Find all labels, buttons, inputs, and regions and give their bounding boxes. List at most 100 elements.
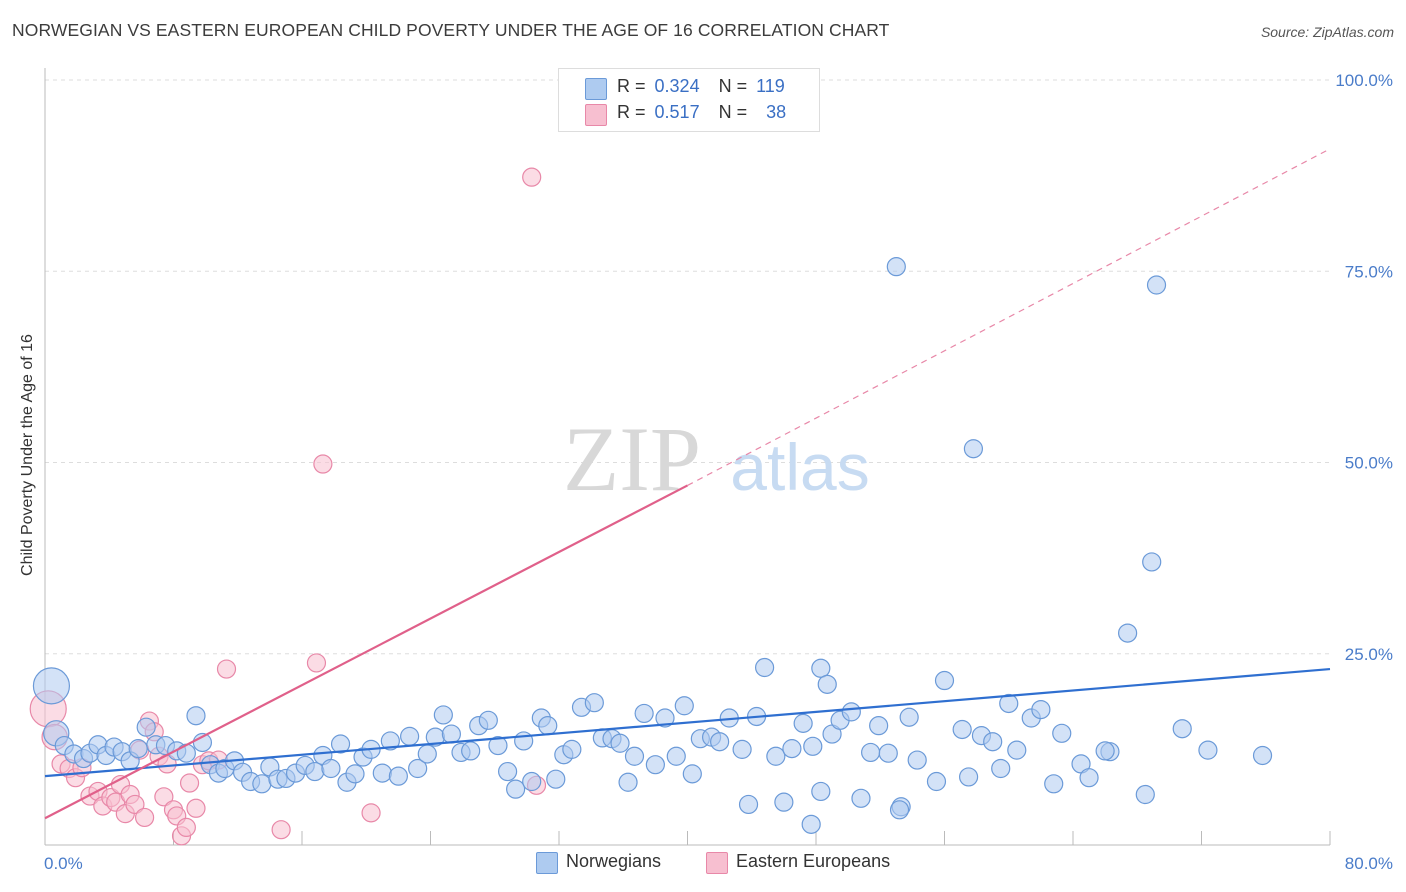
eastern-europeans-point [313, 454, 333, 474]
gridlines [45, 79, 1330, 655]
norwegians-point [618, 772, 638, 792]
y-tick-label: 25.0% [1345, 645, 1393, 664]
norwegians-point [1146, 275, 1167, 295]
norwegians-point [478, 710, 498, 730]
norwegians-point [345, 764, 365, 784]
norwegians-point [811, 781, 831, 802]
eastern-europeans-point [361, 803, 381, 823]
legend-n-value: 119 [756, 76, 785, 96]
norwegians-point [732, 739, 752, 759]
norwegians-point [372, 763, 392, 783]
norwegians-point [136, 717, 156, 737]
norwegians-point [886, 257, 906, 277]
norwegians-point [869, 716, 889, 736]
legend-r-value: 0.324 [654, 76, 700, 96]
norwegians-point [952, 719, 972, 740]
norwegians-point [546, 769, 566, 789]
chart-title: NORWEGIAN VS EASTERN EUROPEAN CHILD POVE… [12, 20, 890, 40]
legend-n-label: N = [718, 102, 748, 122]
norwegians-point [889, 800, 910, 820]
norwegians-point [330, 734, 351, 754]
norwegians-point [991, 758, 1011, 779]
eastern-europeans-point [134, 807, 155, 828]
norwegians-point [506, 779, 526, 799]
eastern-europeans-point [176, 817, 196, 838]
norwegians-point [562, 739, 582, 759]
norwegians-point [666, 746, 686, 766]
watermark-zip: ZIP [563, 408, 701, 510]
norwegians-point [958, 767, 979, 787]
legend-swatch-pink [585, 104, 607, 126]
norwegians-point [926, 771, 947, 792]
eastern-europeans-point [216, 659, 237, 679]
norwegians-point [738, 794, 759, 815]
norwegians-point [682, 764, 702, 784]
norwegians-point [176, 743, 196, 763]
norwegians-point [841, 702, 861, 722]
legend-swatch-blue [585, 78, 607, 100]
eastern-europeans-point [306, 653, 327, 673]
trend-lines [44, 148, 1331, 820]
legend-n-value: 38 [766, 102, 787, 122]
norwegians-point [610, 733, 630, 753]
eastern-europeans-point [179, 773, 200, 793]
norwegians-point [1095, 741, 1115, 761]
norwegians-point [461, 741, 481, 761]
norwegians-point [1172, 719, 1192, 739]
norwegians-point [32, 667, 71, 705]
norwegians-point [907, 750, 927, 770]
norwegians-point [999, 693, 1019, 714]
norwegians-point [584, 693, 604, 713]
norwegians-point [782, 739, 802, 759]
norwegians-point [1052, 723, 1072, 743]
legend-swatch-blue [536, 852, 558, 874]
norwegians-point [801, 814, 821, 834]
stats-legend: R = 0.324 N = 119 R = 0.517 N = 38 [558, 68, 820, 132]
norwegians-point [674, 696, 694, 716]
legend-label-norwegians: Norwegians [566, 851, 662, 871]
norwegians-point [498, 761, 518, 782]
norwegians-point [522, 771, 542, 792]
norwegians-point [538, 716, 558, 736]
norwegians-point [817, 674, 837, 694]
norwegians-point [634, 703, 654, 724]
legend-label-eastern-europeans: Eastern Europeans [736, 851, 891, 871]
norwegians-point [1135, 784, 1155, 805]
legend-r-value: 0.517 [654, 102, 700, 122]
norwegians-point [1031, 699, 1051, 720]
norwegians-point [1044, 774, 1064, 794]
eastern-europeans-point [522, 167, 542, 187]
legend-n-label: N = [718, 76, 748, 96]
source-label: Source: ZipAtlas.com [1260, 24, 1394, 40]
norwegians-point [1252, 745, 1273, 766]
norwegians-point [417, 744, 437, 764]
legend-r-label: R = [617, 76, 646, 96]
norwegians-point [655, 708, 675, 728]
eastern-europeans-point [271, 820, 291, 840]
norwegians-point [380, 731, 400, 751]
norwegians-point [321, 758, 341, 779]
norwegians-point [388, 766, 408, 786]
y-tick-label: 75.0% [1345, 262, 1393, 281]
norwegians-point [1118, 623, 1138, 643]
norwegians-point [488, 735, 508, 756]
legend-swatch-pink [706, 852, 728, 874]
norwegians-point [408, 758, 428, 779]
norwegians-point [1007, 740, 1027, 760]
norwegians-point [793, 713, 813, 733]
eastern-europeans-trend-line [44, 484, 689, 820]
norwegians-point [774, 792, 794, 812]
watermark-atlas: atlas [730, 430, 869, 504]
norwegians-point [1198, 740, 1218, 760]
x-tick-max: 80.0% [1345, 854, 1393, 873]
tick-labels: 0.0% 80.0% 25.0% 50.0% 75.0% 100.0% [44, 71, 1393, 873]
norwegians-point [128, 739, 148, 759]
norwegians-point [754, 657, 775, 678]
norwegians-point [878, 743, 898, 763]
norwegians-point [441, 724, 461, 744]
eastern-europeans-point [125, 794, 145, 815]
eastern-europeans-point [154, 787, 174, 807]
norwegians-point [305, 761, 325, 782]
norwegians-point [645, 755, 665, 775]
